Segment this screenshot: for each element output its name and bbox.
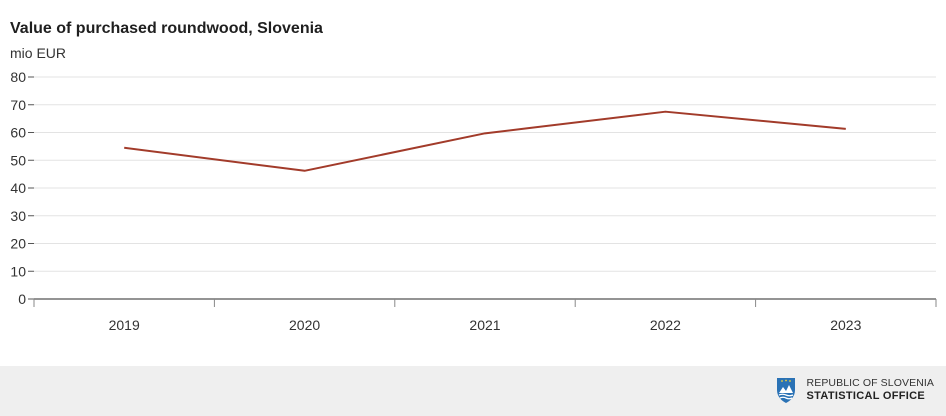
y-tick-label: 10 bbox=[10, 263, 26, 279]
coat-of-arms-icon bbox=[776, 378, 795, 403]
footer-bar: REPUBLIC OF SLOVENIA STATISTICAL OFFICE bbox=[0, 366, 946, 416]
y-tick-label: 30 bbox=[10, 208, 26, 224]
series-layer bbox=[124, 110, 846, 172]
y-tick-label: 0 bbox=[18, 291, 26, 307]
grid-lines bbox=[34, 76, 936, 272]
y-tick-label: 50 bbox=[10, 152, 26, 168]
x-tick-label-2021: 2021 bbox=[469, 317, 500, 333]
y-axis-unit-label: mio EUR bbox=[10, 45, 66, 61]
y-tick-label: 70 bbox=[10, 97, 26, 113]
footer-text: REPUBLIC OF SLOVENIA STATISTICAL OFFICE bbox=[807, 377, 934, 403]
x-axis: 2019 2020 2021 2022 2023 bbox=[33, 298, 937, 333]
series-line bbox=[124, 110, 846, 172]
y-axis-ticks: 0 10 20 30 40 50 60 70 80 bbox=[10, 69, 34, 307]
y-tick-label: 40 bbox=[10, 180, 26, 196]
x-tick-label-2019: 2019 bbox=[109, 317, 140, 333]
footer-line-1: REPUBLIC OF SLOVENIA bbox=[806, 377, 934, 389]
footer-line-2: STATISTICAL OFFICE bbox=[806, 390, 925, 402]
x-tick-label-2023: 2023 bbox=[830, 317, 861, 333]
y-tick-label: 20 bbox=[10, 236, 26, 252]
x-tick-label-2020: 2020 bbox=[289, 317, 320, 333]
y-tick-label: 80 bbox=[10, 69, 26, 85]
chart-title: Value of purchased roundwood, Slovenia bbox=[10, 20, 323, 37]
x-tick-label-2022: 2022 bbox=[650, 317, 681, 333]
y-tick-label: 60 bbox=[10, 125, 26, 141]
footer-brand[interactable]: REPUBLIC OF SLOVENIA STATISTICAL OFFICE bbox=[775, 376, 934, 404]
